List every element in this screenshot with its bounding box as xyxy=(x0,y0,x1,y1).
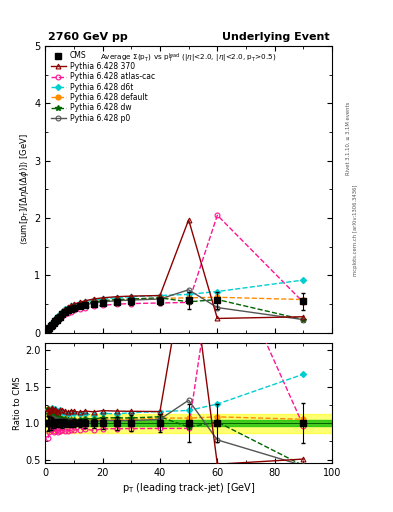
X-axis label: p$_\mathsf{T}$ (leading track-jet) [GeV]: p$_\mathsf{T}$ (leading track-jet) [GeV] xyxy=(122,481,255,495)
Text: Underlying Event: Underlying Event xyxy=(222,32,329,42)
Text: Rivet 3.1.10, ≥ 3.1M events: Rivet 3.1.10, ≥ 3.1M events xyxy=(345,101,350,175)
Legend: CMS, Pythia 6.428 370, Pythia 6.428 atlas-cac, Pythia 6.428 d6t, Pythia 6.428 de: CMS, Pythia 6.428 370, Pythia 6.428 atla… xyxy=(49,50,156,124)
Text: 2760 GeV pp: 2760 GeV pp xyxy=(48,32,128,42)
Bar xyxy=(45,414,332,433)
Y-axis label: Ratio to CMS: Ratio to CMS xyxy=(13,376,22,430)
Text: mcplots.cern.ch [arXiv:1306.3436]: mcplots.cern.ch [arXiv:1306.3436] xyxy=(353,185,358,276)
Y-axis label: $\langle$sum[p$_\mathsf{T}$]/[$\Delta\eta\Delta(\Delta\phi)]\rangle$ [GeV]: $\langle$sum[p$_\mathsf{T}$]/[$\Delta\et… xyxy=(18,134,31,245)
Text: Average $\Sigma(\mathsf{p_T})$ vs $\mathsf{p_T^{lead}}$ ($|\eta|$<2.0, $|\eta|$<: Average $\Sigma(\mathsf{p_T})$ vs $\math… xyxy=(100,52,277,65)
Bar xyxy=(45,420,332,426)
